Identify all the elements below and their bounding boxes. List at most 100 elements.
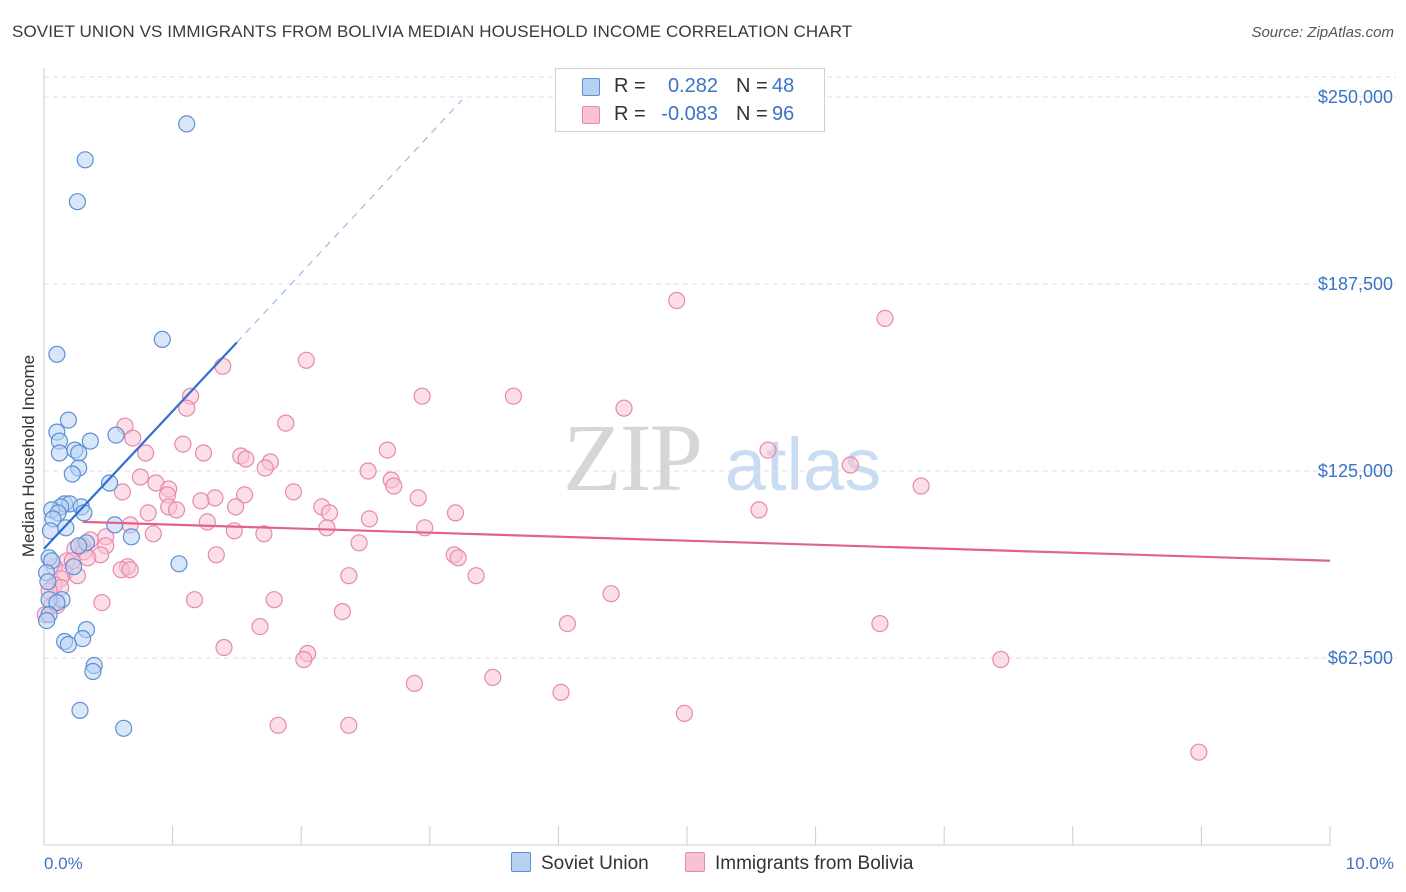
bolivia-point [552, 683, 570, 702]
soviet-point [70, 444, 88, 462]
x-tick-label-max: 10.0% [1346, 854, 1394, 873]
soviet-trend-line [43, 341, 238, 550]
bolivia-point [359, 462, 377, 480]
bolivia-point [236, 486, 254, 504]
soviet-point [50, 444, 69, 462]
legend-r-label: R = [614, 103, 646, 125]
y-tick-labels: $62,500 $125,000 $187,500 $250,000 [1318, 87, 1393, 668]
bolivia-point [320, 504, 339, 522]
bolivia-point [295, 650, 313, 669]
soviet-point [170, 555, 188, 573]
legend-n-value: 96 [772, 103, 795, 125]
soviet-point [76, 151, 94, 169]
legend-n-label: N = [736, 75, 768, 97]
bolivia-point [277, 414, 295, 432]
bolivia-point [750, 501, 768, 519]
bolivia-point [215, 638, 233, 657]
soviet-point [178, 115, 196, 133]
correlation-legend: R = 0.282 N = 48 R = -0.083 N = 96 [555, 68, 825, 132]
bolivia-point [360, 510, 378, 528]
soviet-point [48, 345, 66, 363]
soviet-point [63, 465, 81, 483]
bolivia-point [413, 387, 431, 405]
y-axis-title: Median Household Income [19, 355, 38, 557]
watermark-zip: ZIP [563, 404, 701, 511]
bolivia-point [113, 483, 132, 501]
soviet-point [73, 629, 92, 648]
watermark: ZIP atlas [563, 404, 881, 511]
bolivia-point [841, 456, 859, 474]
soviet-point [122, 528, 140, 546]
y-tick-label: $187,500 [1318, 274, 1393, 294]
bolivia-point [385, 477, 403, 495]
bolivia-point [871, 614, 889, 633]
soviet-point [71, 701, 89, 720]
bolivia-point [602, 585, 620, 603]
y-tick-label: $250,000 [1318, 87, 1393, 107]
x-tick-label-min: 0.0% [44, 854, 83, 873]
bolivia-point [668, 291, 686, 310]
soviet-point [81, 432, 99, 450]
trend-lines [43, 99, 1331, 562]
bolivia-point [318, 519, 336, 537]
bolivia-point [178, 399, 196, 417]
bolivia-point [378, 441, 396, 459]
bolivia-point [675, 704, 694, 723]
legend-n-value: 48 [772, 75, 795, 97]
bolivia-point [185, 591, 204, 609]
bolivia-point [225, 522, 243, 540]
bolivia-point [144, 525, 162, 543]
legend-row-soviet: R = 0.282 N = 48 [556, 73, 824, 101]
bolivia-point [139, 504, 157, 522]
bolivia-point [350, 534, 368, 552]
bolivia-point [137, 444, 155, 462]
bolivia-point [297, 351, 315, 369]
soviet-trend-extension [236, 99, 463, 343]
source-label: Source: ZipAtlas.com [1251, 24, 1394, 41]
bolivia-point [265, 591, 283, 609]
bolivia-point [207, 546, 225, 564]
soviet-point [39, 573, 57, 591]
grid [44, 76, 1396, 659]
bolivia-point [194, 444, 213, 462]
bolivia-point [340, 567, 358, 585]
soviet-point [41, 522, 60, 540]
bolivia-point [269, 716, 287, 734]
y-tick-label: $62,500 [1328, 648, 1393, 668]
bolivia-point [198, 513, 216, 531]
soviet-point [59, 635, 78, 654]
bolivia-point [237, 450, 255, 468]
series-soviet-points [37, 115, 196, 737]
bolivia-point [615, 399, 633, 417]
soviet-point [84, 662, 102, 681]
bottom-legend-swatch-soviet [511, 852, 531, 872]
bottom-legend-soviet: Soviet Union [511, 852, 649, 875]
bolivia-point [121, 561, 139, 579]
legend-r-value: 0.282 [667, 75, 718, 97]
bolivia-point [449, 549, 467, 567]
x-tick-labels: 0.0% 10.0% [44, 854, 1394, 873]
soviet-point [107, 426, 125, 444]
legend-r-label: R = [614, 75, 646, 97]
bolivia-point [192, 492, 210, 510]
y-tick-label: $125,000 [1318, 461, 1393, 481]
legend-r-value: -0.083 [661, 103, 718, 125]
legend-swatch-soviet [582, 78, 600, 96]
soviet-point [64, 558, 83, 576]
bolivia-point [255, 525, 273, 543]
bolivia-point [340, 716, 358, 734]
legend-row-bolivia: R = -0.083 N = 96 [556, 101, 824, 129]
soviet-point [57, 519, 75, 537]
bolivia-point [284, 483, 303, 501]
bolivia-point [558, 614, 577, 633]
bolivia-point [131, 468, 149, 486]
bolivia-point [167, 501, 186, 519]
legend-swatch-bolivia [582, 106, 600, 124]
bolivia-point [405, 674, 423, 693]
bolivia-point [876, 309, 894, 327]
legend-n-label: N = [736, 103, 768, 125]
bolivia-point [484, 668, 502, 687]
soviet-point [70, 537, 88, 555]
bolivia-point [206, 489, 224, 507]
